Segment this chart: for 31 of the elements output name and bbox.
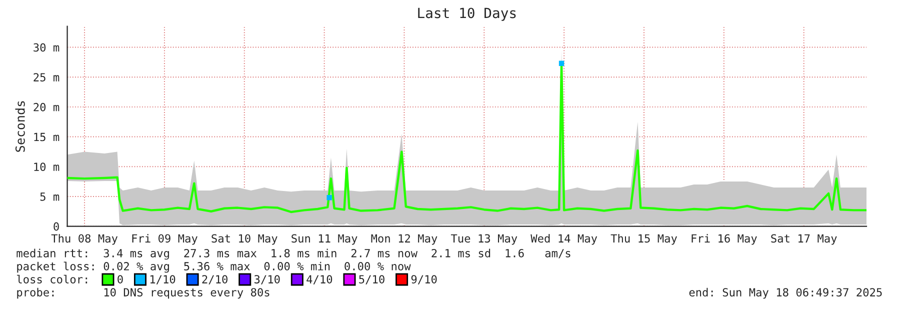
x-tick-label: Sat 17 May bbox=[771, 234, 837, 245]
legend-title: loss color: bbox=[17, 274, 88, 284]
text: packet loss: 0.02 % avg 5.36 % max 0.00 % min 0.00 % now bbox=[17, 262, 411, 273]
x-tick-label: Fri 16 May bbox=[692, 234, 757, 245]
text: end: Sun May 18 06:49:37 2025 bbox=[689, 288, 882, 299]
y-tick-label: 25 m bbox=[34, 73, 60, 82]
x-tick-label: Thu 15 May bbox=[610, 234, 678, 245]
y-axis-title: Seconds bbox=[15, 101, 25, 152]
legend-label: 0 bbox=[118, 275, 123, 284]
x-tick-label: Sat 10 May bbox=[212, 234, 278, 245]
legend-label: 2/10 bbox=[202, 275, 228, 284]
legend-label: 5/10 bbox=[359, 275, 384, 284]
x-tick-label: Fri 09 May bbox=[132, 234, 198, 245]
x-tick-label: Sun 11 May bbox=[292, 234, 358, 245]
chart-title: Last 10 Days bbox=[418, 8, 516, 21]
y-tick-label: 10 m bbox=[34, 162, 60, 172]
text: probe: 10 DNS requests every 80s bbox=[17, 288, 270, 299]
x-tick-label: Tue 13 May bbox=[450, 234, 518, 245]
x-tick-label: Wed 14 May bbox=[530, 234, 598, 245]
legend-label: 3/10 bbox=[254, 275, 280, 284]
legend-label: 9/10 bbox=[411, 275, 437, 284]
y-tick-label: 15 m bbox=[34, 132, 60, 142]
y-tick-label: 20 m bbox=[34, 102, 60, 112]
y-tick-label: 5 m bbox=[40, 192, 60, 201]
y-tick-label: 0 bbox=[54, 222, 59, 231]
text: median rtt: 3.4 ms avg 27.3 ms max 1.8 ms min 2.7 ms now 2.1 ms sd 1.6 am/s bbox=[16, 248, 570, 260]
x-tick-label: Mon 12 May bbox=[371, 234, 438, 245]
x-tick-label: Thu 08 May bbox=[51, 234, 118, 245]
legend-label: 1/10 bbox=[150, 275, 176, 284]
legend-label: 4/10 bbox=[306, 275, 332, 284]
y-tick-label: 30 m bbox=[34, 43, 60, 52]
